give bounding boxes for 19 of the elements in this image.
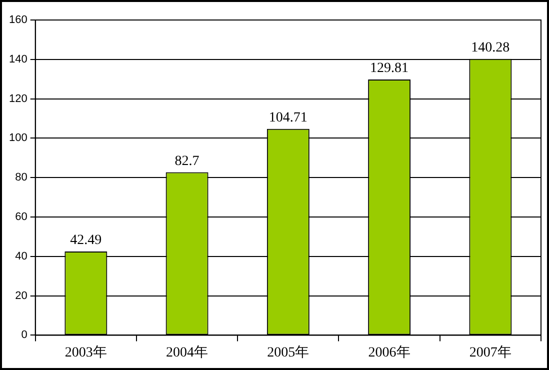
x-tick-label: 2007年: [469, 344, 512, 360]
data-label: 104.71: [268, 110, 308, 126]
x-tick-label: 2005年: [267, 344, 310, 360]
y-tick-label: 40: [15, 250, 28, 262]
y-tick-label: 160: [8, 14, 28, 26]
data-label: 140.28: [471, 40, 510, 56]
y-tick-label: 60: [15, 211, 28, 224]
y-tick-label: 100: [8, 132, 28, 144]
data-label: 129.81: [370, 61, 409, 76]
y-tick-label: 140: [8, 53, 28, 66]
y-tick-label: 20: [15, 290, 28, 302]
data-label: 42.49: [70, 233, 102, 248]
y-tick-label: 120: [8, 92, 28, 105]
x-tick-label: 2004年: [166, 344, 208, 360]
x-tick-label: 2006年: [368, 344, 410, 360]
x-tick-label: 2003年: [64, 344, 107, 360]
y-tick-label: 80: [15, 172, 28, 184]
y-tick-label: 0: [21, 329, 28, 342]
data-label: 82.7: [174, 154, 200, 169]
